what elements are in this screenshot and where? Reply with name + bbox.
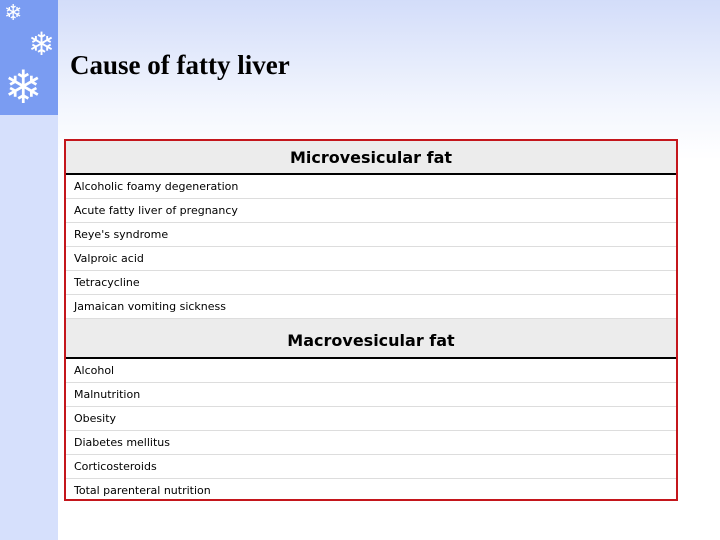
- table-row: Corticosteroids: [66, 455, 676, 479]
- table-row: Acute fatty liver of pregnancy: [66, 199, 676, 223]
- snowflake-icon: ❄: [28, 25, 55, 63]
- table-row: Alcohol: [66, 359, 676, 383]
- table-row: Reye's syndrome: [66, 223, 676, 247]
- snowflake-icon: ❄: [4, 60, 43, 114]
- causes-table: Microvesicular fat Alcoholic foamy degen…: [64, 139, 678, 501]
- section-header-macrovesicular: Macrovesicular fat: [66, 319, 676, 359]
- table-row: Alcoholic foamy degeneration: [66, 175, 676, 199]
- table-row: Total parenteral nutrition: [74, 484, 211, 497]
- table-row: Obesity: [66, 407, 676, 431]
- table-row: Malnutrition: [66, 383, 676, 407]
- table-row: Valproic acid: [66, 247, 676, 271]
- table-row: Jamaican vomiting sickness: [66, 295, 676, 319]
- slide-title: Cause of fatty liver: [70, 50, 290, 80]
- decorative-snow-panel: ❄ ❄ ❄: [0, 0, 58, 115]
- table-row: Diabetes mellitus: [66, 431, 676, 455]
- table-row: Tetracycline: [66, 271, 676, 295]
- snowflake-icon: ❄: [4, 1, 23, 26]
- section-header-microvesicular: Microvesicular fat: [66, 141, 676, 175]
